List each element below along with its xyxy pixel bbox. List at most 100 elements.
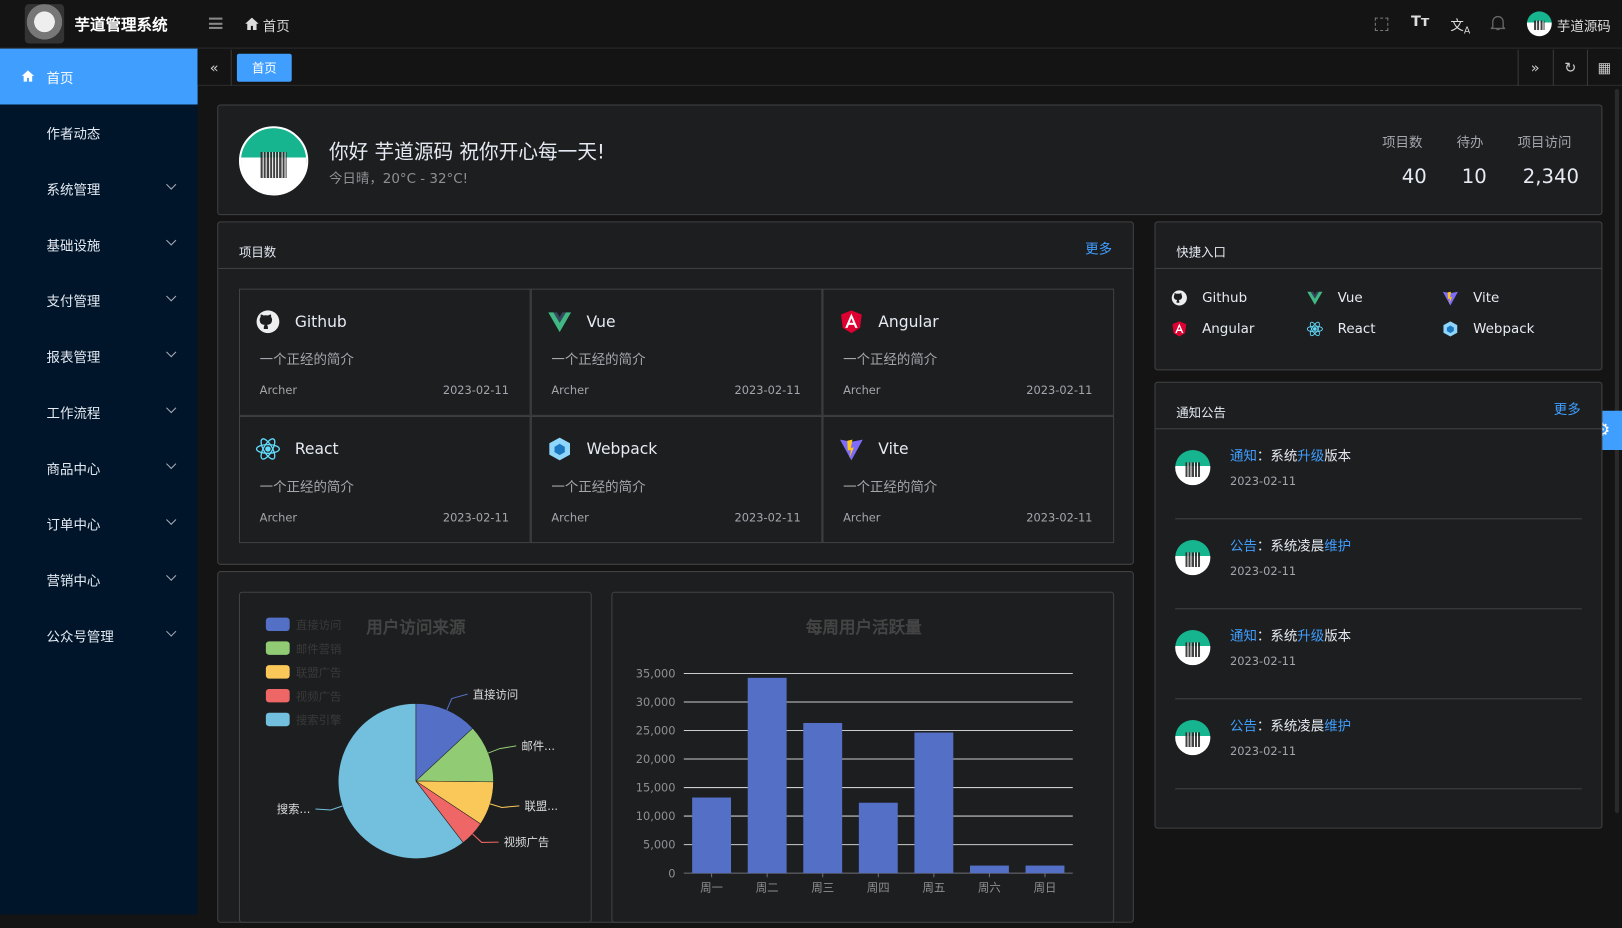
legend-swatch [265,665,290,679]
user-avatar[interactable] [1526,11,1552,37]
project-name: Webpack [586,439,658,459]
pie-leader-line [446,693,468,711]
sidebar-item[interactable]: 系统管理 [0,160,198,216]
shortcut-react[interactable]: React [1306,321,1376,338]
sidebar-item[interactable]: 营销中心 [0,551,198,607]
sidebar-item[interactable]: 基础设施 [0,216,198,272]
stat-value: 10 [1461,165,1487,189]
project-card[interactable]: Angular 一个正经的简介 Archer 2023-02-11 [822,288,1115,416]
project-card[interactable]: Github 一个正经的简介 Archer 2023-02-11 [238,288,531,416]
stat-label: 项目访问 [1517,135,1572,152]
sidebar-item[interactable]: 工作流程 [0,384,198,440]
sidebar-item-label: 营销中心 [46,573,101,590]
sidebar-item[interactable]: 公众号管理 [0,607,198,663]
chevron-down-icon [166,347,177,358]
notice-item[interactable]: 公告：系统凌晨维护 2023-02-11 [1175,519,1582,610]
webpack-icon [547,437,572,462]
y-tick-label: 0 [668,866,675,880]
pie-label: 搜索... [277,802,311,816]
stat-value: 40 [1401,165,1427,189]
notices-title: 通知公告 [1176,405,1226,421]
legend-label: 搜索引擎 [296,713,341,727]
stat-label: 项目数 [1382,135,1423,152]
project-date: 2023-02-11 [1026,511,1093,525]
notice-item[interactable]: 公告：系统凌晨维护 2023-02-11 [1175,699,1582,790]
notices-more-link[interactable]: 更多 [1553,402,1581,418]
scrollbar[interactable] [1614,88,1619,814]
legend-label: 联盟广告 [296,666,341,680]
bar [1025,865,1065,874]
sidebar-item[interactable]: 首页 [0,48,198,105]
chevron-down-icon [166,514,177,525]
sidebar-item-label: 支付管理 [46,294,101,310]
project-card[interactable]: React 一个正经的简介 Archer 2023-02-11 [238,415,531,544]
sidebar-item-label: 报表管理 [46,350,101,366]
legend-label: 直接访问 [296,618,341,632]
bar-chart-panel: 每周用户活跃量 0 5,000 10,000 15,000 20,000 25,000 30,… [611,591,1115,923]
shortcut-angular[interactable]: Angular [1171,321,1254,338]
shortcut-github[interactable]: Github [1171,290,1247,307]
project-date: 2023-02-11 [734,383,801,398]
tabs-bar: « 首页 » ↻ ▦ [197,49,1622,86]
y-tick-label: 15,000 [636,781,676,795]
sidebar-item[interactable]: 订单中心 [0,496,198,552]
project-card[interactable]: Vite 一个正经的简介 Archer 2023-02-11 [822,415,1115,544]
bar [803,722,843,874]
project-author: Archer [843,383,881,398]
chevron-down-icon [166,626,177,637]
notice-avatar [1175,450,1211,486]
project-date: 2023-02-11 [1026,383,1093,398]
project-card[interactable]: Webpack 一个正经的简介 Archer 2023-02-11 [530,415,823,544]
scroll-left-icon[interactable]: « [198,49,232,86]
project-author: Archer [551,383,589,398]
translate-icon[interactable]: 文A [1450,18,1471,37]
shortcut-vite[interactable]: Vite [1442,290,1499,307]
legend-swatch [265,641,290,655]
sidebar-item-label: 系统管理 [46,182,101,199]
project-desc: 一个正经的简介 [843,352,938,369]
bar [914,732,954,874]
bar [692,797,732,874]
y-tick-label: 35,000 [636,667,676,681]
collapse-menu-icon[interactable] [208,17,223,29]
shortcut-vue[interactable]: Vue [1307,290,1363,307]
sidebar-item[interactable]: 作者动态 [0,104,198,160]
pie-slice [415,727,494,783]
font-size-icon[interactable]: Tт [1411,13,1430,31]
legend-label: 邮件营销 [296,642,341,656]
notice-item[interactable]: 通知：系统升级版本 2023-02-11 [1175,609,1582,700]
projects-more-link[interactable]: 更多 [1085,242,1113,258]
sidebar-item[interactable]: 报表管理 [0,328,198,384]
github-icon [256,309,281,334]
tab-home[interactable]: 首页 [236,53,292,82]
chevron-down-icon [166,570,177,581]
home-icon [245,17,259,31]
pie-title: 用户访问来源 [366,617,466,637]
project-date: 2023-02-11 [442,511,509,525]
fullscreen-icon[interactable] [1374,17,1389,32]
chevron-down-icon [166,402,177,414]
notices-card: 通知公告 更多 通知：系统升级版本 2023-02-11 公告：系统凌晨维护 2023… [1154,381,1603,829]
project-name: Angular [878,312,939,332]
shortcut-webpack[interactable]: Webpack [1442,321,1534,338]
y-tick-label: 25,000 [636,724,676,738]
user-name[interactable]: 芋道源码 [1556,19,1611,36]
refresh-icon[interactable]: ↻ [1552,49,1587,86]
legend-swatch [265,688,290,703]
stat-value: 2,340 [1522,165,1580,189]
scroll-right-icon[interactable]: » [1517,49,1552,86]
pie-label: 视频广告 [504,835,549,849]
stat-label: 待办 [1456,135,1484,152]
bell-icon[interactable] [1490,14,1506,31]
project-author: Archer [843,511,881,525]
notice-item[interactable]: 通知：系统升级版本 2023-02-11 [1175,429,1582,520]
breadcrumb[interactable]: 首页 [262,19,290,36]
project-desc: 一个正经的简介 [551,352,646,369]
sidebar-item[interactable]: 支付管理 [0,272,198,328]
grid-menu-icon[interactable]: ▦ [1586,49,1621,86]
sidebar-item-label: 首页 [46,70,74,87]
project-card[interactable]: Vue 一个正经的简介 Archer 2023-02-11 [530,288,823,416]
react-icon [255,437,281,462]
sidebar-item[interactable]: 商品中心 [0,440,198,496]
charts-card: 用户访问来源 直接访问 邮件营销 联盟广告 视频广告 搜索引擎 直接访问 邮件... 联盟...… [217,571,1134,923]
